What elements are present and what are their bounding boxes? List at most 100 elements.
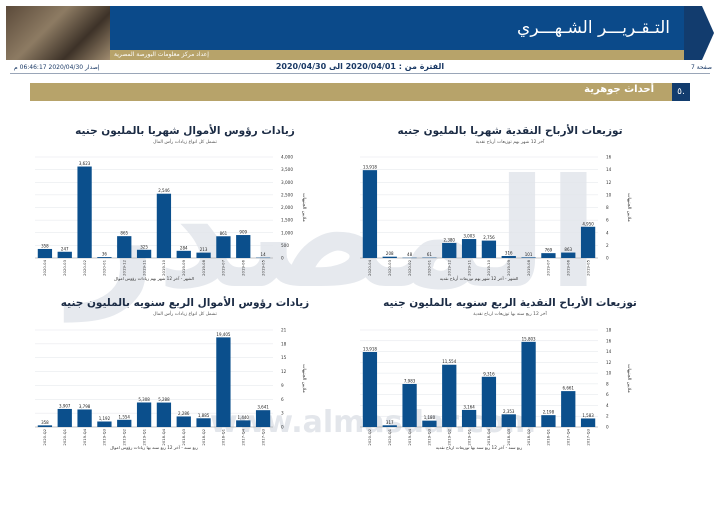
bar-value-label: 13,918 xyxy=(363,165,377,170)
bar-value-label: 2,353 xyxy=(503,409,515,414)
x-tick-label: 2017-Q4 xyxy=(565,428,570,445)
bar-value-label: 13,918 xyxy=(363,346,377,351)
y-tick-label: 16 xyxy=(606,155,612,160)
header-strip xyxy=(110,50,684,60)
section-title: أحداث جوهرية xyxy=(584,84,654,95)
x-tick-label: 2019-10 xyxy=(486,259,491,275)
x-tick-label: 2018-Q4 xyxy=(486,428,491,445)
bar-value-label: 15,803 xyxy=(522,336,536,341)
chart-panel-monthly-dividends: توزيعات الأرباح النقدية شهريا بالمليون ج… xyxy=(360,125,660,285)
bar-value-label: 3,641 xyxy=(257,405,269,410)
x-tick-label: 2018-Q3 xyxy=(506,428,511,445)
bar xyxy=(196,418,211,427)
bar-value-label: 1,192 xyxy=(99,416,111,421)
x-tick-label: 2019-05 xyxy=(585,259,590,275)
bar xyxy=(57,251,72,258)
bar xyxy=(402,383,417,427)
y-axis-label: ملايين الجنيهات xyxy=(301,193,306,222)
bar xyxy=(521,341,536,427)
bar xyxy=(362,170,378,258)
x-tick-label: 2018-Q3 xyxy=(181,428,186,445)
chart-svg: 4,000 3,500 3,000 2,500 2,000 1,500 1,000 500 0 م… xyxy=(35,155,306,281)
x-tick-label: 2019-06 xyxy=(565,259,570,275)
y-tick-label: 0 xyxy=(281,425,284,430)
x-tick-label: 2019-Q3 xyxy=(427,428,432,445)
bar xyxy=(97,421,112,427)
y-tick-label: 6 xyxy=(606,218,609,223)
x-tick-label: 2019-10 xyxy=(161,259,166,275)
bar-value-label: 3,623 xyxy=(79,161,91,166)
bar-value-label: 909 xyxy=(239,230,247,235)
y-tick-label: 1,000 xyxy=(281,230,293,235)
x-tick-label: 2018-Q2 xyxy=(526,428,531,445)
x-tick-label: 2019-09 xyxy=(506,259,511,275)
y-tick-label: 6 xyxy=(281,397,284,402)
x-tick-label: 2017-Q3 xyxy=(260,428,265,445)
y-tick-label: 500 xyxy=(281,243,289,248)
x-axis-label: الشهر - آخر 12 شهر بهم زيادات رؤوس اموال xyxy=(114,276,194,281)
bar-value-label: 247 xyxy=(61,246,69,251)
bar xyxy=(236,235,251,258)
x-tick-label: 2018-Q4 xyxy=(161,428,166,445)
bar xyxy=(382,256,397,258)
bar-value-label: 3,798 xyxy=(79,404,91,409)
bar-value-label: 861 xyxy=(220,231,228,236)
x-tick-label: 2020-04 xyxy=(367,259,372,275)
y-tick-label: 8 xyxy=(606,381,609,386)
chart-title: توزيعات الأرباح النقدية الربع سنويه بالم… xyxy=(383,297,637,309)
bar xyxy=(461,239,477,258)
chart-panel-monthly-capital: زيادات رؤوس الأموال شهريا بالمليون جنيه … xyxy=(35,125,335,285)
x-tick-label: 2019-08 xyxy=(201,259,206,275)
bar-value-label: 208 xyxy=(386,251,394,256)
x-tick-label: 2019-08 xyxy=(526,259,531,275)
bar-value-label: 9,316 xyxy=(483,371,495,376)
x-tick-label: 2019-Q4 xyxy=(82,428,87,445)
x-tick-label: 2019-Q1 xyxy=(466,428,471,445)
y-tick-label: 12 xyxy=(606,360,612,365)
chart-svg: 21 18 15 12 9 6 3 0 ملايين الجنيهات 358 2020-Q2 3,9… xyxy=(35,328,306,450)
bar-value-label: 101 xyxy=(525,252,533,257)
chart-title: توزيعات الأرباح النقدية شهريا بالمليون ج… xyxy=(397,125,623,137)
x-tick-label: 2019-09 xyxy=(181,259,186,275)
bar-value-label: 14 xyxy=(261,252,267,257)
x-tick-label: 2018-Q1 xyxy=(221,428,226,445)
bar xyxy=(580,418,596,427)
bar-value-label: 3,003 xyxy=(463,234,475,239)
bar-value-label: 213 xyxy=(200,247,208,252)
bar-value-label: 3,907 xyxy=(59,403,71,408)
x-tick-label: 2019-12 xyxy=(446,259,451,275)
bar-value-label: 1,180 xyxy=(424,415,436,420)
x-tick-label: 2019-05 xyxy=(260,259,265,275)
y-tick-label: 3 xyxy=(281,411,284,416)
x-tick-label: 2019-Q4 xyxy=(407,428,412,445)
bar xyxy=(422,420,437,427)
x-tick-label: 2020-03 xyxy=(62,259,67,275)
bar-value-label: 358 xyxy=(41,420,49,425)
header-photo xyxy=(6,6,110,60)
x-tick-label: 2020-01 xyxy=(427,259,432,275)
x-tick-label: 2019-07 xyxy=(221,259,226,275)
bar xyxy=(156,193,172,258)
y-tick-label: 2,000 xyxy=(281,205,293,210)
x-tick-label: 2020-Q1 xyxy=(62,428,67,445)
bar-value-label: 317 xyxy=(386,420,394,425)
x-tick-label: 2019-07 xyxy=(546,259,551,275)
chart-subtitle: تشمل كل انواع زيادات رأس المال xyxy=(153,312,217,317)
bar-value-label: 2,286 xyxy=(178,411,190,416)
y-tick-label: 18 xyxy=(281,341,287,346)
bar-value-label: 5,288 xyxy=(158,397,170,402)
x-axis-label: ربع سنه - آخر 12 ربع سنه بها زيادات رؤوس… xyxy=(110,445,198,450)
bar xyxy=(362,351,378,427)
chart-svg: 18 16 14 12 10 8 6 4 2 0 ملايين الجنيهات 13,918 2020… xyxy=(360,328,631,450)
y-tick-label: 18 xyxy=(606,328,612,333)
section-number: ٥. xyxy=(672,83,690,101)
bar-value-label: 2,546 xyxy=(158,188,170,193)
x-tick-label: 2019-Q3 xyxy=(102,428,107,445)
y-axis-label: ملايين الجنيهات xyxy=(301,364,306,393)
bar xyxy=(37,425,53,427)
bar xyxy=(501,256,516,258)
bar-value-label: 1,583 xyxy=(582,413,594,418)
bar xyxy=(117,236,132,258)
bar xyxy=(176,250,191,258)
y-tick-label: 10 xyxy=(606,371,612,376)
